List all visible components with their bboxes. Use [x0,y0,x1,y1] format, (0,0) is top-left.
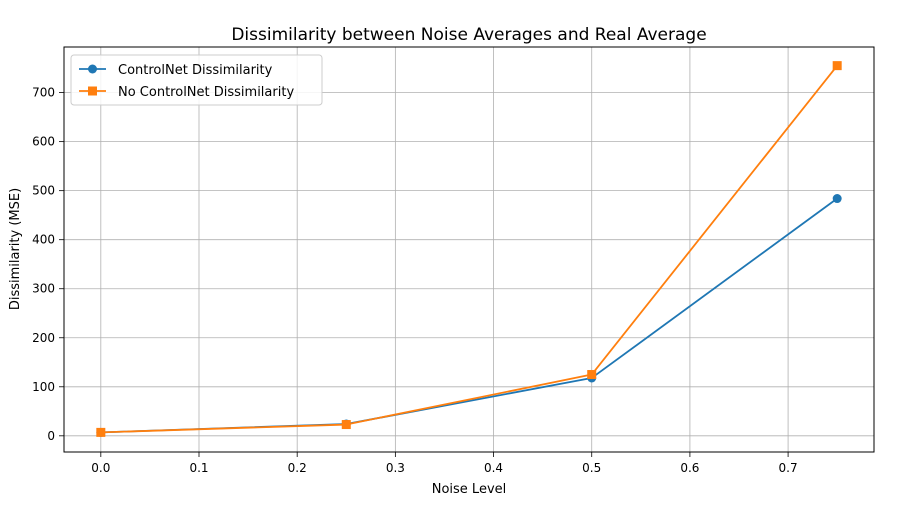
y-tick-label: 300 [32,282,55,296]
legend-entry-controlnet: ControlNet Dissimilarity [79,63,273,78]
data-point-no-controlnet-dissimilarity [832,61,842,71]
x-axis-label: Noise Level [432,482,507,497]
plot-frame [63,46,875,453]
y-tick-label: 500 [32,184,55,198]
x-tick-label: 0.0 [91,461,110,475]
y-axis-label: Dissimilarity (MSE) [8,188,23,310]
legend-label-controlnet: ControlNet Dissimilarity [118,63,273,78]
x-tick-label: 0.1 [189,461,208,475]
legend: ControlNet Dissimilarity No ControlNet D… [70,54,323,106]
chart-title: Dissimilarity between Noise Averages and… [231,25,706,45]
y-tick-label: 0 [47,429,55,443]
x-tick-label: 0.7 [779,461,798,475]
legend-marker-no-controlnet [88,86,97,96]
y-tick-label: 600 [32,135,55,149]
legend-entry-no-controlnet: No ControlNet Dissimilarity [79,85,294,100]
data-point-no-controlnet-dissimilarity [341,420,351,430]
y-tick-label: 100 [32,380,55,394]
series-group [96,61,842,437]
y-tick-label: 400 [32,233,55,247]
x-tick-label: 0.6 [680,461,699,475]
y-tick-label: 700 [32,86,55,100]
legend-label-no-controlnet: No ControlNet Dissimilarity [118,85,294,100]
y-tick-label: 200 [32,331,55,345]
x-axis-ticks: 0.0 0.1 0.2 0.3 0.4 0.5 0.6 0.7 [91,452,798,475]
data-point-no-controlnet-dissimilarity [96,427,106,437]
data-point-controlnet-dissimilarity [832,194,842,204]
data-point-no-controlnet-dissimilarity [587,370,597,380]
x-tick-label: 0.3 [386,461,405,475]
y-axis-ticks: 0 100 200 300 400 500 600 700 [32,86,64,443]
x-tick-label: 0.5 [582,461,601,475]
legend-marker-controlnet [88,64,97,74]
x-tick-label: 0.2 [288,461,307,475]
x-tick-label: 0.4 [484,461,503,475]
legend-box [70,54,323,106]
series-line-no-controlnet-dissimilarity [99,64,839,434]
grid [64,47,874,452]
